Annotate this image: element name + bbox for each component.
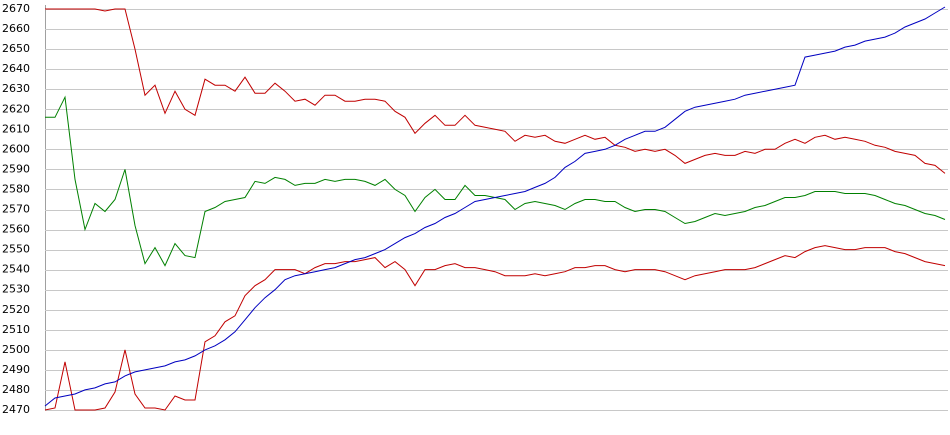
y-tick-label: 2580 xyxy=(2,182,30,195)
y-tick-label: 2490 xyxy=(2,363,30,376)
y-tick-label: 2630 xyxy=(2,82,30,95)
y-tick-label: 2530 xyxy=(2,283,30,296)
y-tick-label: 2480 xyxy=(2,383,30,396)
y-tick-label: 2540 xyxy=(2,263,30,276)
y-tick-label: 2600 xyxy=(2,142,30,155)
series-line xyxy=(45,95,946,267)
y-tick-label: 2660 xyxy=(2,22,30,35)
y-tick-label: 2620 xyxy=(2,102,30,115)
y-tick-label: 2560 xyxy=(2,223,30,236)
y-tick-label: 2670 xyxy=(2,2,30,15)
series-line xyxy=(45,8,946,174)
y-tick-label: 2640 xyxy=(2,62,30,75)
y-tick-label: 2590 xyxy=(2,162,30,175)
series-line xyxy=(44,6,946,407)
series-line xyxy=(44,245,946,411)
y-tick-label: 2550 xyxy=(2,243,30,256)
y-tick-label: 2470 xyxy=(2,403,30,416)
y-tick-label: 2610 xyxy=(2,122,30,135)
y-tick-label: 2650 xyxy=(2,42,30,55)
y-tick-label: 2520 xyxy=(2,303,30,316)
y-tick-label: 2500 xyxy=(2,343,30,356)
y-tick-label: 2570 xyxy=(2,203,30,216)
y-tick-label: 2510 xyxy=(2,323,30,336)
